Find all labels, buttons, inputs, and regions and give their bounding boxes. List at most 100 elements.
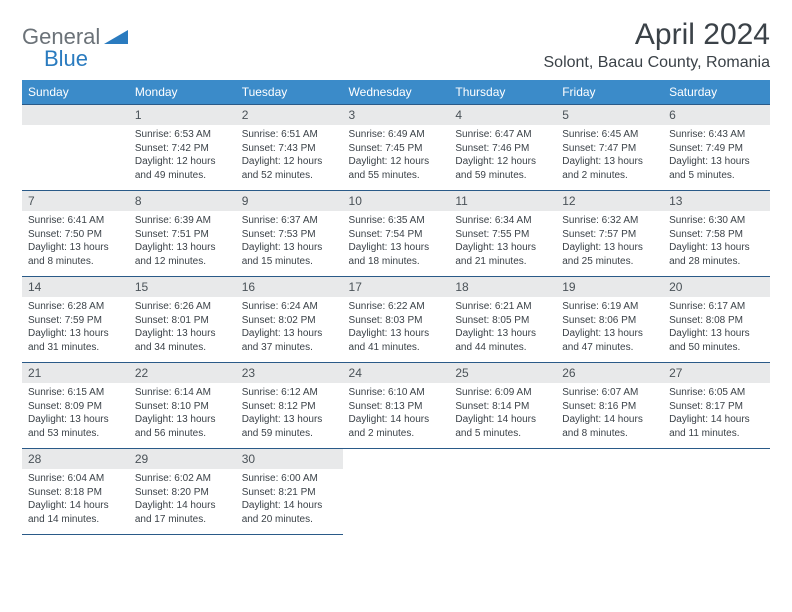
sunset-text: Sunset: 8:02 PM [242,314,337,328]
sunset-text: Sunset: 7:59 PM [28,314,123,328]
calendar-day-cell: 6Sunrise: 6:43 AMSunset: 7:49 PMDaylight… [663,105,770,191]
day-details: Sunrise: 6:15 AMSunset: 8:09 PMDaylight:… [22,383,129,443]
day-number: 11 [449,191,556,211]
sunset-text: Sunset: 8:05 PM [455,314,550,328]
sunrise-text: Sunrise: 6:09 AM [455,386,550,400]
calendar-day-cell: 5Sunrise: 6:45 AMSunset: 7:47 PMDaylight… [556,105,663,191]
day-number: 23 [236,363,343,383]
weekday-header: Sunday [22,80,129,105]
daylight-text: Daylight: 13 hours and 56 minutes. [135,413,230,440]
weekday-header: Friday [556,80,663,105]
sunset-text: Sunset: 8:18 PM [28,486,123,500]
month-title: April 2024 [544,18,771,52]
day-details: Sunrise: 6:37 AMSunset: 7:53 PMDaylight:… [236,211,343,271]
weekday-header: Tuesday [236,80,343,105]
day-number: 10 [343,191,450,211]
sunrise-text: Sunrise: 6:35 AM [349,214,444,228]
sunrise-text: Sunrise: 6:39 AM [135,214,230,228]
daylight-text: Daylight: 13 hours and 44 minutes. [455,327,550,354]
daylight-text: Daylight: 14 hours and 14 minutes. [28,499,123,526]
daylight-text: Daylight: 12 hours and 55 minutes. [349,155,444,182]
logo-triangle-icon [104,26,128,49]
sunset-text: Sunset: 8:06 PM [562,314,657,328]
daylight-text: Daylight: 12 hours and 49 minutes. [135,155,230,182]
sunset-text: Sunset: 8:09 PM [28,400,123,414]
calendar-day-cell: 11Sunrise: 6:34 AMSunset: 7:55 PMDayligh… [449,191,556,277]
sunset-text: Sunset: 7:54 PM [349,228,444,242]
sunset-text: Sunset: 8:21 PM [242,486,337,500]
day-number: 12 [556,191,663,211]
calendar-week-row: 21Sunrise: 6:15 AMSunset: 8:09 PMDayligh… [22,363,770,449]
day-number: 18 [449,277,556,297]
sunset-text: Sunset: 7:53 PM [242,228,337,242]
day-number: 28 [22,449,129,469]
sunset-text: Sunset: 7:55 PM [455,228,550,242]
calendar-day-cell: 26Sunrise: 6:07 AMSunset: 8:16 PMDayligh… [556,363,663,449]
daylight-text: Daylight: 13 hours and 21 minutes. [455,241,550,268]
calendar-day-cell: 22Sunrise: 6:14 AMSunset: 8:10 PMDayligh… [129,363,236,449]
daylight-text: Daylight: 13 hours and 12 minutes. [135,241,230,268]
day-number: 3 [343,105,450,125]
sunrise-text: Sunrise: 6:10 AM [349,386,444,400]
day-number: 30 [236,449,343,469]
sunrise-text: Sunrise: 6:41 AM [28,214,123,228]
calendar-day-cell: 17Sunrise: 6:22 AMSunset: 8:03 PMDayligh… [343,277,450,363]
daylight-text: Daylight: 13 hours and 25 minutes. [562,241,657,268]
page-header: General April 2024 Solont, Bacau County,… [22,18,770,72]
daylight-text: Daylight: 13 hours and 28 minutes. [669,241,764,268]
sunset-text: Sunset: 8:17 PM [669,400,764,414]
day-number: 15 [129,277,236,297]
sunset-text: Sunset: 8:08 PM [669,314,764,328]
calendar-day-cell: 18Sunrise: 6:21 AMSunset: 8:05 PMDayligh… [449,277,556,363]
day-number: 20 [663,277,770,297]
calendar-week-row: 28Sunrise: 6:04 AMSunset: 8:18 PMDayligh… [22,449,770,535]
day-details: Sunrise: 6:39 AMSunset: 7:51 PMDaylight:… [129,211,236,271]
day-details: Sunrise: 6:21 AMSunset: 8:05 PMDaylight:… [449,297,556,357]
day-number: 16 [236,277,343,297]
day-details: Sunrise: 6:26 AMSunset: 8:01 PMDaylight:… [129,297,236,357]
day-number: 8 [129,191,236,211]
day-number: 19 [556,277,663,297]
day-number: 13 [663,191,770,211]
calendar-day-cell: 9Sunrise: 6:37 AMSunset: 7:53 PMDaylight… [236,191,343,277]
sunrise-text: Sunrise: 6:53 AM [135,128,230,142]
sunset-text: Sunset: 8:20 PM [135,486,230,500]
sunrise-text: Sunrise: 6:00 AM [242,472,337,486]
day-details: Sunrise: 6:43 AMSunset: 7:49 PMDaylight:… [663,125,770,185]
sunset-text: Sunset: 7:42 PM [135,142,230,156]
day-details: Sunrise: 6:05 AMSunset: 8:17 PMDaylight:… [663,383,770,443]
calendar-week-row: 14Sunrise: 6:28 AMSunset: 7:59 PMDayligh… [22,277,770,363]
sunrise-text: Sunrise: 6:15 AM [28,386,123,400]
sunrise-text: Sunrise: 6:32 AM [562,214,657,228]
day-details: Sunrise: 6:04 AMSunset: 8:18 PMDaylight:… [22,469,129,529]
daylight-text: Daylight: 13 hours and 59 minutes. [242,413,337,440]
day-details: Sunrise: 6:10 AMSunset: 8:13 PMDaylight:… [343,383,450,443]
sunrise-text: Sunrise: 6:22 AM [349,300,444,314]
day-number: 2 [236,105,343,125]
day-details: Sunrise: 6:53 AMSunset: 7:42 PMDaylight:… [129,125,236,185]
day-number: 24 [343,363,450,383]
day-details: Sunrise: 6:47 AMSunset: 7:46 PMDaylight:… [449,125,556,185]
sunset-text: Sunset: 7:50 PM [28,228,123,242]
calendar-day-cell: 16Sunrise: 6:24 AMSunset: 8:02 PMDayligh… [236,277,343,363]
weekday-header: Thursday [449,80,556,105]
day-number: 4 [449,105,556,125]
day-number: 7 [22,191,129,211]
weekday-header: Saturday [663,80,770,105]
daylight-text: Daylight: 13 hours and 8 minutes. [28,241,123,268]
sunset-text: Sunset: 7:46 PM [455,142,550,156]
daylight-text: Daylight: 14 hours and 20 minutes. [242,499,337,526]
daylight-text: Daylight: 13 hours and 37 minutes. [242,327,337,354]
day-number: 26 [556,363,663,383]
calendar-day-cell: 4Sunrise: 6:47 AMSunset: 7:46 PMDaylight… [449,105,556,191]
calendar-day-cell: 24Sunrise: 6:10 AMSunset: 8:13 PMDayligh… [343,363,450,449]
day-details: Sunrise: 6:24 AMSunset: 8:02 PMDaylight:… [236,297,343,357]
daylight-text: Daylight: 14 hours and 11 minutes. [669,413,764,440]
weekday-header: Wednesday [343,80,450,105]
calendar-day-cell: 19Sunrise: 6:19 AMSunset: 8:06 PMDayligh… [556,277,663,363]
calendar-day-cell: 7 Sunrise: 6:41 AMSunset: 7:50 PMDaylight… [22,191,129,277]
daylight-text: Daylight: 13 hours and 50 minutes. [669,327,764,354]
sunrise-text: Sunrise: 6:45 AM [562,128,657,142]
daylight-text: Daylight: 13 hours and 18 minutes. [349,241,444,268]
calendar-day-cell: 3Sunrise: 6:49 AMSunset: 7:45 PMDaylight… [343,105,450,191]
